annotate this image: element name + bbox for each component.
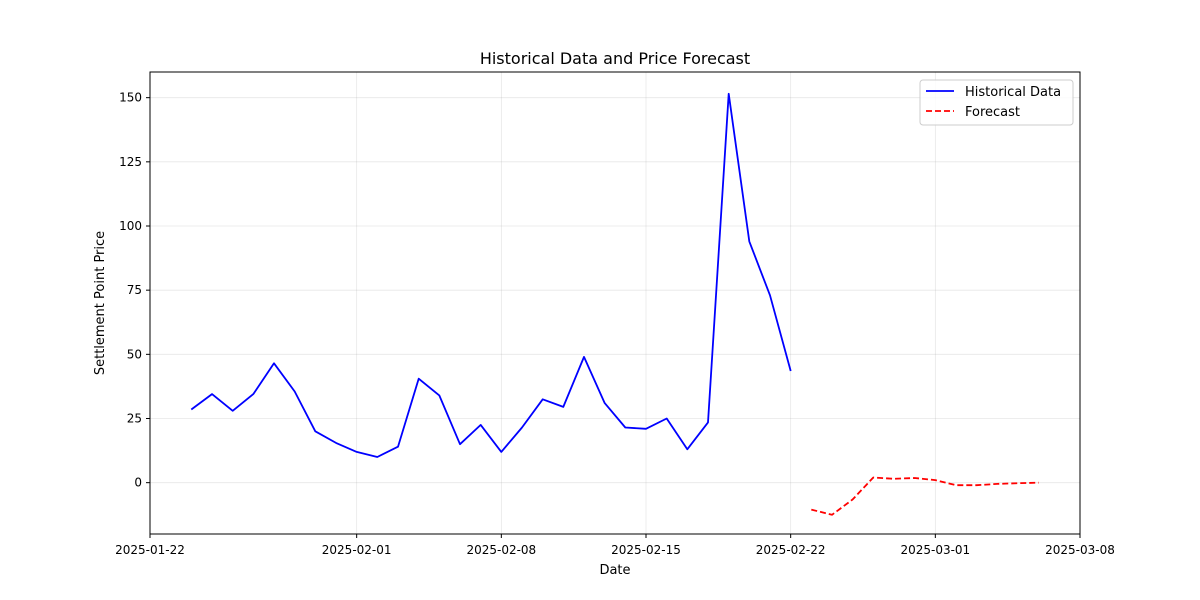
- y-tick-label: 150: [119, 91, 142, 105]
- grid: [149, 72, 1081, 534]
- x-tick-label: 2025-02-01: [322, 543, 392, 557]
- series-layer: [190, 92, 1039, 516]
- plot-frame: [149, 71, 1081, 535]
- y-tick-label: 75: [127, 283, 142, 297]
- legend-label-forecast: Forecast: [965, 105, 1020, 120]
- y-tick-label: 125: [119, 155, 142, 169]
- legend-box: [919, 79, 1074, 126]
- historical-line: [190, 92, 792, 458]
- x-tick-label: 2025-01-22: [115, 543, 185, 557]
- legend: Historical Data Forecast: [919, 79, 1074, 126]
- chart-title: Historical Data and Price Forecast: [480, 49, 750, 68]
- ticks: 2025-01-22 2025-02-01 2025-02-08 2025-02-15…: [115, 91, 1115, 557]
- legend-label-historical: Historical Data: [965, 85, 1061, 100]
- x-axis-label: Date: [599, 563, 630, 578]
- y-tick-label: 100: [119, 219, 142, 233]
- x-tick-label: 2025-03-08: [1045, 543, 1115, 557]
- y-tick-label: 0: [134, 476, 142, 490]
- x-tick-label: 2025-02-22: [756, 543, 826, 557]
- forecast-line: [811, 476, 1039, 516]
- y-tick-label: 25: [127, 412, 142, 426]
- y-tick-label: 50: [127, 347, 142, 361]
- y-axis-label: Settlement Point Price: [93, 231, 108, 375]
- x-tick-label: 2025-03-01: [900, 543, 970, 557]
- x-tick-label: 2025-02-08: [466, 543, 536, 557]
- x-tick-label: 2025-02-15: [611, 543, 681, 557]
